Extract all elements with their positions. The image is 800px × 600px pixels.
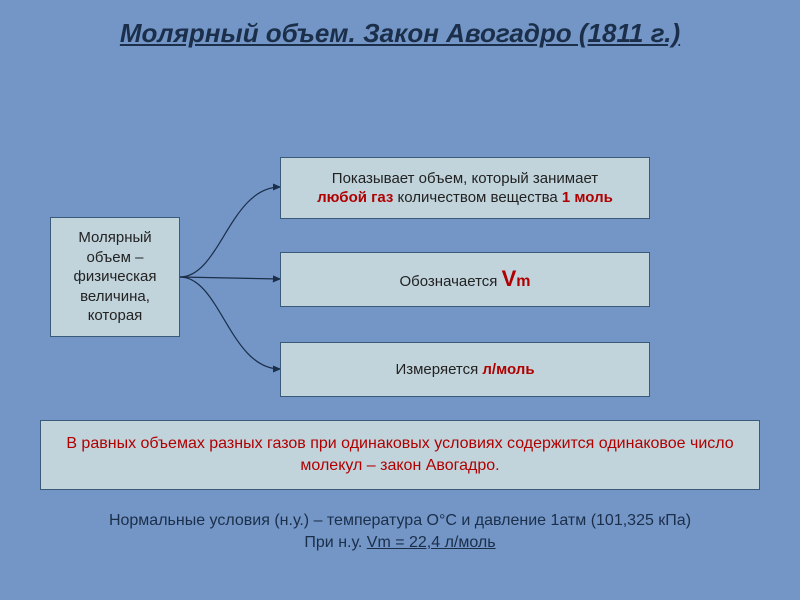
avogadro-law-text: В равных объемах разных газов при одинак… (66, 435, 733, 474)
highlight-one-mole: 1 моль (562, 189, 613, 206)
highlight-any-gas: любой газ (317, 189, 393, 206)
meaning-line1: Показывает объем, который занимает (332, 169, 598, 189)
definition-text: Молярный объем – физическая величина, ко… (61, 228, 169, 326)
definition-box: Молярный объем – физическая величина, ко… (50, 217, 180, 337)
meaning-line2: любой газ количеством вещества 1 моль (317, 188, 613, 208)
unit-line: Измеряется л/моль (395, 360, 534, 380)
symbol-prefix: Обозначается (399, 273, 501, 290)
conditions-prefix: При н.у. (304, 534, 366, 551)
diagram-area: Молярный объем – физическая величина, ко… (0, 57, 800, 387)
symbol-line: Обозначается Vm (399, 265, 530, 294)
slide-title: Молярный объем. Закон Авогадро (1811 г.) (0, 0, 800, 57)
unit-box: Измеряется л/моль (280, 342, 650, 397)
conditions-formula: Vm = 22,4 л/моль (367, 534, 496, 551)
normal-conditions: Нормальные условия (н.у.) – температура … (40, 510, 760, 555)
symbol-box: Обозначается Vm (280, 252, 650, 307)
symbol-v: Vm (502, 266, 531, 291)
avogadro-law-box: В равных объемах разных газов при одинак… (40, 420, 760, 490)
unit-value: л/моль (482, 361, 534, 378)
conditions-line2: При н.у. Vm = 22,4 л/моль (40, 532, 760, 554)
meaning-mid: количеством вещества (393, 189, 562, 206)
meaning-box: Показывает объем, который занимает любой… (280, 157, 650, 219)
conditions-line1: Нормальные условия (н.у.) – температура … (40, 510, 760, 532)
unit-prefix: Измеряется (395, 361, 482, 378)
